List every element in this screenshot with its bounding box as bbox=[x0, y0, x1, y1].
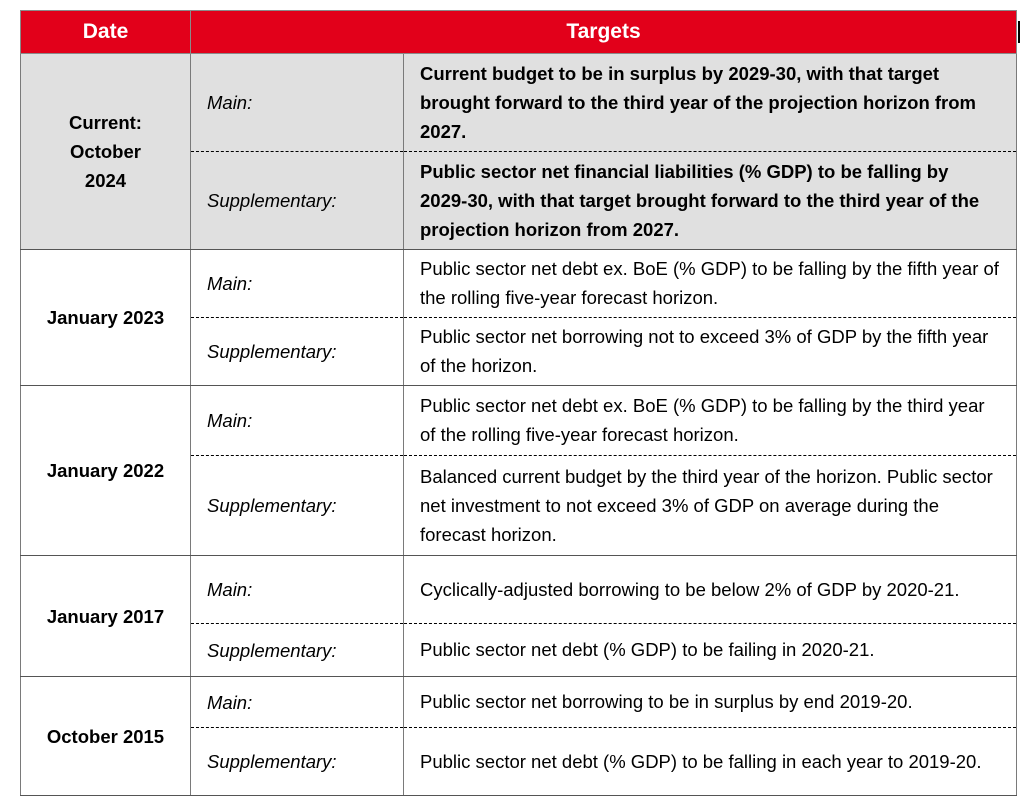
target-type-label: Main: bbox=[190, 385, 404, 456]
table-row: Supplementary: Public sector net debt (%… bbox=[21, 623, 1017, 677]
target-description: Public sector net debt ex. BoE (% GDP) t… bbox=[403, 385, 1017, 456]
target-type-label: Supplementary: bbox=[190, 151, 404, 250]
target-type-label: Main: bbox=[190, 676, 404, 728]
table-row: January 2017 Main: Cyclically-adjusted b… bbox=[20, 555, 1017, 677]
table-row: October 2015 Main: Public sector net bor… bbox=[20, 676, 1017, 796]
target-type-label: Main: bbox=[190, 53, 404, 152]
target-type-label: Supplementary: bbox=[190, 317, 404, 386]
target-description: Balanced current budget by the third yea… bbox=[403, 455, 1017, 556]
target-description: Public sector net debt ex. BoE (% GDP) t… bbox=[403, 249, 1017, 318]
table-row: Supplementary: Public sector net borrowi… bbox=[21, 317, 1017, 386]
date-cell: October 2015 bbox=[20, 676, 191, 796]
fiscal-targets-table: Date Targets Current: October 2024 Main:… bbox=[20, 10, 1017, 796]
fiscal-targets-container: Date Targets Current: October 2024 Main:… bbox=[20, 10, 1017, 796]
target-description: Public sector net debt (% GDP) to be fai… bbox=[403, 623, 1017, 677]
target-description: Public sector net debt (% GDP) to be fal… bbox=[403, 727, 1017, 796]
table-row: Supplementary: Public sector net financi… bbox=[21, 151, 1017, 250]
date-cell: January 2023 bbox=[20, 249, 191, 386]
table-row: Current: October 2024 Main: Current budg… bbox=[20, 53, 1017, 250]
target-type-label: Supplementary: bbox=[190, 455, 404, 556]
target-type-label: Main: bbox=[190, 249, 404, 318]
table-row: Supplementary: Balanced current budget b… bbox=[21, 455, 1017, 556]
target-description: Current budget to be in surplus by 2029-… bbox=[403, 53, 1017, 152]
edge-divider bbox=[1018, 21, 1020, 43]
target-description: Public sector net borrowing not to excee… bbox=[403, 317, 1017, 386]
target-type-label: Supplementary: bbox=[190, 623, 404, 677]
target-type-label: Supplementary: bbox=[190, 727, 404, 796]
date-column-header: Date bbox=[20, 10, 191, 54]
date-cell: January 2022 bbox=[20, 385, 191, 556]
target-description: Public sector net financial liabilities … bbox=[403, 151, 1017, 250]
table-row: Supplementary: Public sector net debt (%… bbox=[21, 727, 1017, 796]
target-description: Public sector net borrowing to be in sur… bbox=[403, 676, 1017, 728]
date-cell: Current: October 2024 bbox=[20, 53, 191, 250]
target-description: Cyclically-adjusted borrowing to be belo… bbox=[403, 555, 1017, 624]
table-row: January 2022 Main: Public sector net deb… bbox=[20, 385, 1017, 556]
target-type-label: Main: bbox=[190, 555, 404, 624]
date-cell: January 2017 bbox=[20, 555, 191, 677]
header-row: Date Targets bbox=[20, 10, 1017, 54]
table-row: January 2023 Main: Public sector net deb… bbox=[20, 249, 1017, 386]
targets-column-header: Targets bbox=[190, 10, 1017, 54]
